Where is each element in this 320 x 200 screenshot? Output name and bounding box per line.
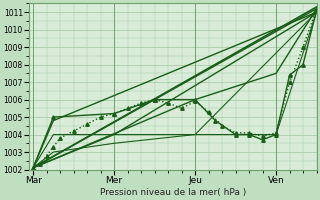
X-axis label: Pression niveau de la mer( hPa ): Pression niveau de la mer( hPa ) bbox=[100, 188, 246, 197]
